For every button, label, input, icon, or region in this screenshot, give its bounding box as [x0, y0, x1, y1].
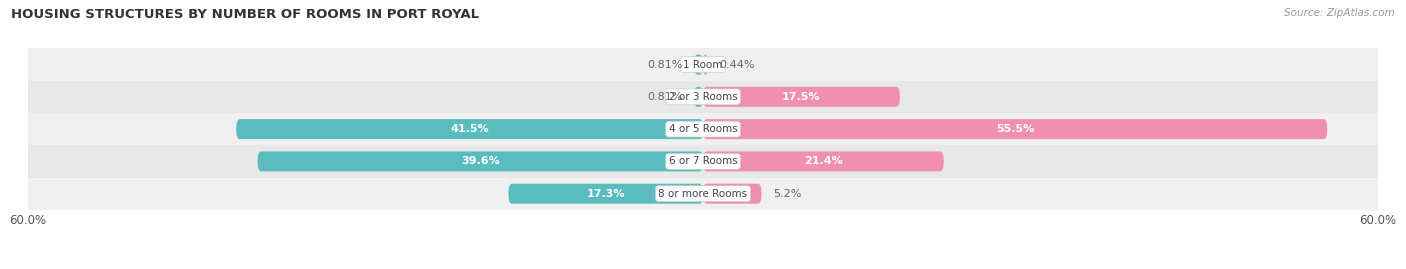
FancyBboxPatch shape [236, 119, 703, 139]
Bar [28, 48, 1378, 81]
Text: 41.5%: 41.5% [450, 124, 489, 134]
Text: 0.81%: 0.81% [647, 92, 683, 102]
Bar [28, 81, 1378, 113]
Text: 4 or 5 Rooms: 4 or 5 Rooms [669, 124, 737, 134]
Text: 6 or 7 Rooms: 6 or 7 Rooms [669, 156, 737, 167]
Text: 17.3%: 17.3% [586, 189, 624, 199]
Text: 21.4%: 21.4% [804, 156, 842, 167]
Text: 39.6%: 39.6% [461, 156, 499, 167]
FancyBboxPatch shape [257, 151, 703, 171]
Text: 5.2%: 5.2% [773, 189, 801, 199]
Text: 0.44%: 0.44% [720, 59, 755, 70]
FancyBboxPatch shape [703, 151, 943, 171]
FancyBboxPatch shape [703, 119, 1327, 139]
Text: 17.5%: 17.5% [782, 92, 821, 102]
Bar [28, 113, 1378, 145]
Text: HOUSING STRUCTURES BY NUMBER OF ROOMS IN PORT ROYAL: HOUSING STRUCTURES BY NUMBER OF ROOMS IN… [11, 8, 479, 21]
Text: 2 or 3 Rooms: 2 or 3 Rooms [669, 92, 737, 102]
FancyBboxPatch shape [703, 184, 762, 204]
Text: Source: ZipAtlas.com: Source: ZipAtlas.com [1284, 8, 1395, 18]
Text: 0.81%: 0.81% [647, 59, 683, 70]
FancyBboxPatch shape [695, 87, 703, 107]
FancyBboxPatch shape [703, 55, 709, 75]
Text: 55.5%: 55.5% [995, 124, 1035, 134]
Bar [28, 178, 1378, 210]
FancyBboxPatch shape [509, 184, 703, 204]
FancyBboxPatch shape [695, 55, 703, 75]
FancyBboxPatch shape [703, 87, 900, 107]
Text: 8 or more Rooms: 8 or more Rooms [658, 189, 748, 199]
Text: 1 Room: 1 Room [683, 59, 723, 70]
Bar [28, 145, 1378, 178]
